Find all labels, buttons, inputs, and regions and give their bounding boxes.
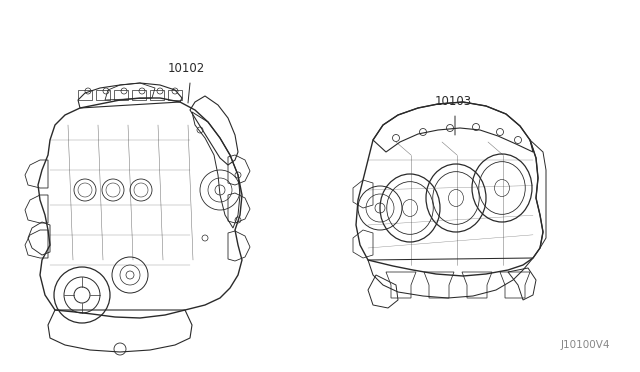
Text: 10103: 10103 — [435, 95, 472, 108]
Text: 10102: 10102 — [168, 62, 205, 75]
Text: J10100V4: J10100V4 — [561, 340, 610, 350]
